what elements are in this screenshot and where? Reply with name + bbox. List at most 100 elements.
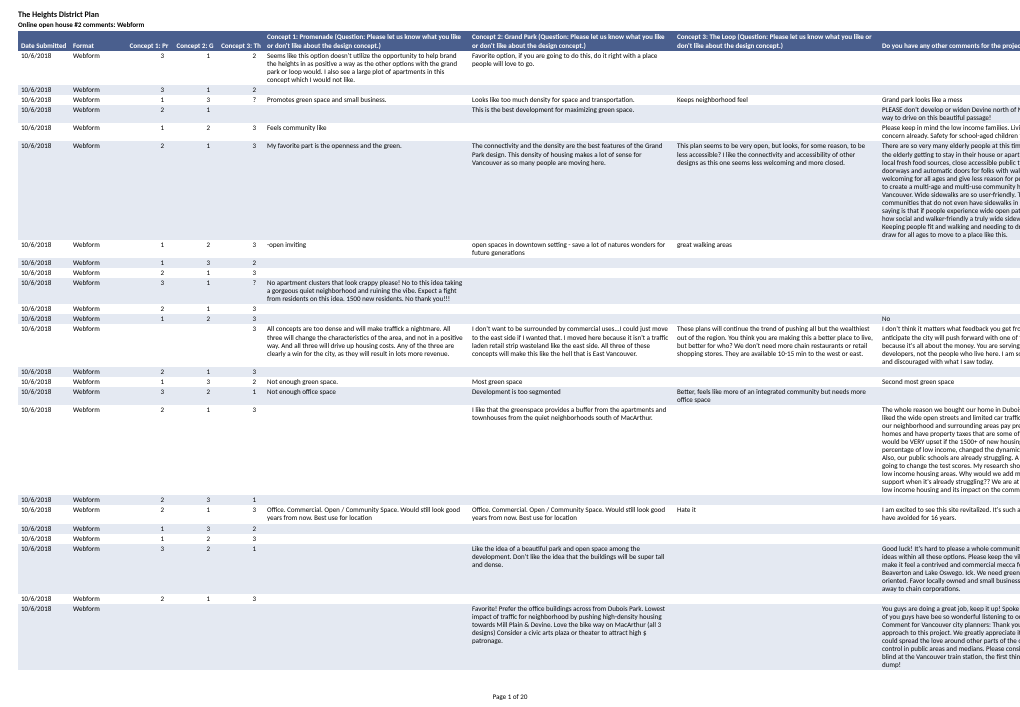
- cell: [879, 367, 1020, 377]
- cell: The whole reason we bought our home in D…: [879, 405, 1020, 496]
- doc-title: The Heights District Plan: [18, 10, 1002, 20]
- cell: Webform: [70, 258, 126, 268]
- cell: [879, 594, 1020, 604]
- cell: 10/6/2018: [18, 123, 70, 141]
- cell: Webform: [70, 377, 126, 387]
- cell: [674, 594, 879, 604]
- cell: [674, 524, 879, 534]
- table-row: 10/6/2018Webform213Office. Commercial. O…: [18, 505, 1020, 523]
- cell: 2: [218, 51, 264, 85]
- cell: Webform: [70, 314, 126, 324]
- table-row: 10/6/2018Webform213I like that the green…: [18, 405, 1020, 496]
- table-row: 10/6/2018Webform213: [18, 367, 1020, 377]
- cell: [218, 604, 264, 670]
- cell: [264, 604, 469, 670]
- cell: 1: [172, 594, 218, 604]
- cell: [469, 85, 674, 95]
- cell: 1: [126, 240, 172, 258]
- cell: -open inviting: [264, 240, 469, 258]
- cell: 3: [218, 534, 264, 544]
- cell: 10/6/2018: [18, 95, 70, 105]
- cell: 1: [126, 258, 172, 268]
- cell: Development is too segmented: [469, 387, 674, 405]
- cell: 1: [218, 387, 264, 405]
- cell: Grand park looks like a mess: [879, 95, 1020, 105]
- cell: This plan seems to be very open, but loo…: [674, 141, 879, 240]
- cell: 2: [126, 105, 172, 123]
- cell: [674, 604, 879, 670]
- cell: [126, 604, 172, 670]
- cell: Office. Commercial. Open / Community Spa…: [469, 505, 674, 523]
- cell: 2: [172, 314, 218, 324]
- cell: 10/6/2018: [18, 258, 70, 268]
- cell: Webform: [70, 95, 126, 105]
- cell: [879, 240, 1020, 258]
- cell: 10/6/2018: [18, 544, 70, 594]
- col-q2: Concept 2: Grand Park (Question: Please …: [469, 31, 674, 51]
- cell: 3: [218, 141, 264, 240]
- cell: 2: [172, 544, 218, 594]
- cell: [879, 387, 1020, 405]
- col-other: Do you have any other comments for the p…: [879, 31, 1020, 51]
- cell: [264, 495, 469, 505]
- cell: 1: [172, 85, 218, 95]
- cell: great walking areas: [674, 240, 879, 258]
- cell: 3: [218, 505, 264, 523]
- cell: Office. Commercial. Open / Community Spa…: [264, 505, 469, 523]
- cell: The connectivity and the density are the…: [469, 141, 674, 240]
- cell: 3: [172, 95, 218, 105]
- cell: [674, 85, 879, 95]
- cell: 1: [218, 544, 264, 594]
- table-row: 10/6/2018Webform132: [18, 524, 1020, 534]
- table-row: 10/6/2018Webform31?No apartment clusters…: [18, 278, 1020, 304]
- cell: [879, 268, 1020, 278]
- cell: 3: [218, 304, 264, 314]
- cell: 2: [126, 594, 172, 604]
- cell: 1: [172, 367, 218, 377]
- cell: [264, 594, 469, 604]
- table-row: 10/6/2018Webform312: [18, 85, 1020, 95]
- cell: [126, 324, 172, 366]
- cell: [674, 51, 879, 85]
- table-row: 10/6/2018Webform213: [18, 304, 1020, 314]
- table-row: 10/6/2018Webform231: [18, 495, 1020, 505]
- cell: Not enough green space.: [264, 377, 469, 387]
- cell: 10/6/2018: [18, 304, 70, 314]
- cell: 10/6/2018: [18, 51, 70, 85]
- cell: 2: [218, 85, 264, 95]
- cell: [674, 258, 879, 268]
- cell: 1: [126, 524, 172, 534]
- cell: You guys are doing a great job, keep it …: [879, 604, 1020, 670]
- cell: [879, 534, 1020, 544]
- cell: [264, 105, 469, 123]
- cell: [469, 314, 674, 324]
- cell: Webform: [70, 544, 126, 594]
- cell: 1: [126, 377, 172, 387]
- cell: [172, 324, 218, 366]
- cell: 2: [172, 240, 218, 258]
- cell: 3: [218, 268, 264, 278]
- cell: Webform: [70, 304, 126, 314]
- cell: [879, 258, 1020, 268]
- cell: Webform: [70, 105, 126, 123]
- cell: My favorite part is the openness and the…: [264, 141, 469, 240]
- cell: 10/6/2018: [18, 594, 70, 604]
- cell: [264, 85, 469, 95]
- table-header-row: Date Submitted Format Concept 1: Pr Conc…: [18, 31, 1020, 51]
- cell: Looks like too much density for space an…: [469, 95, 674, 105]
- cell: 3: [126, 544, 172, 594]
- cell: 2: [218, 524, 264, 534]
- cell: Webform: [70, 85, 126, 95]
- cell: [264, 268, 469, 278]
- cell: 2: [126, 268, 172, 278]
- cell: 10/6/2018: [18, 240, 70, 258]
- cell: 1: [172, 141, 218, 240]
- cell: [879, 524, 1020, 534]
- cell: [469, 534, 674, 544]
- cell: 3: [218, 405, 264, 496]
- cell: [264, 534, 469, 544]
- cell: Keeps neighborhood feel: [674, 95, 879, 105]
- cell: 10/6/2018: [18, 534, 70, 544]
- cell: 3: [218, 367, 264, 377]
- cell: 3: [172, 495, 218, 505]
